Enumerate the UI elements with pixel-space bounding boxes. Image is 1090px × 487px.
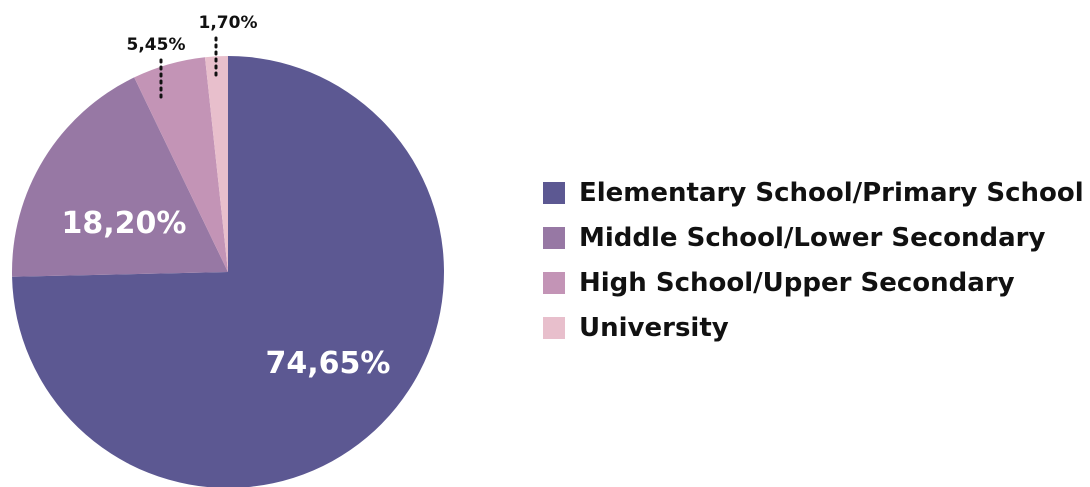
pie-slice-elementary [12, 56, 444, 487]
pie-slice-university [204, 56, 228, 272]
legend-swatch-middle-school [543, 226, 565, 249]
legend-item-university: University [543, 305, 1084, 350]
legend-label-university: University [579, 312, 729, 343]
legend-label-elementary: Elementary School/Primary School [579, 177, 1084, 208]
legend-item-middle-school: Middle School/Lower Secondary [543, 215, 1084, 260]
slice-labels: 74,65% 18,20% 5,45% 1,70% [62, 13, 391, 381]
data-label-elementary: 74,65% [266, 346, 391, 381]
legend-swatch-high-school [543, 271, 565, 294]
legend-swatch-university [543, 316, 565, 339]
data-label-middle-school: 18,20% [62, 206, 187, 241]
leader-lines [159, 36, 218, 102]
legend-swatch-elementary [543, 181, 565, 204]
legend-item-high-school: High School/Upper Secondary [543, 260, 1084, 305]
legend-item-elementary: Elementary School/Primary School [543, 170, 1084, 215]
pie-slice-high-school [134, 57, 228, 272]
legend: Elementary School/Primary School Middle … [543, 170, 1084, 350]
legend-label-middle-school: Middle School/Lower Secondary [579, 222, 1046, 253]
pie-slices [12, 56, 444, 487]
pie-slice-middle-school [12, 77, 229, 277]
data-label-high-school: 5,45% [127, 35, 186, 55]
legend-label-high-school: High School/Upper Secondary [579, 267, 1015, 298]
data-label-university: 1,70% [199, 13, 258, 33]
